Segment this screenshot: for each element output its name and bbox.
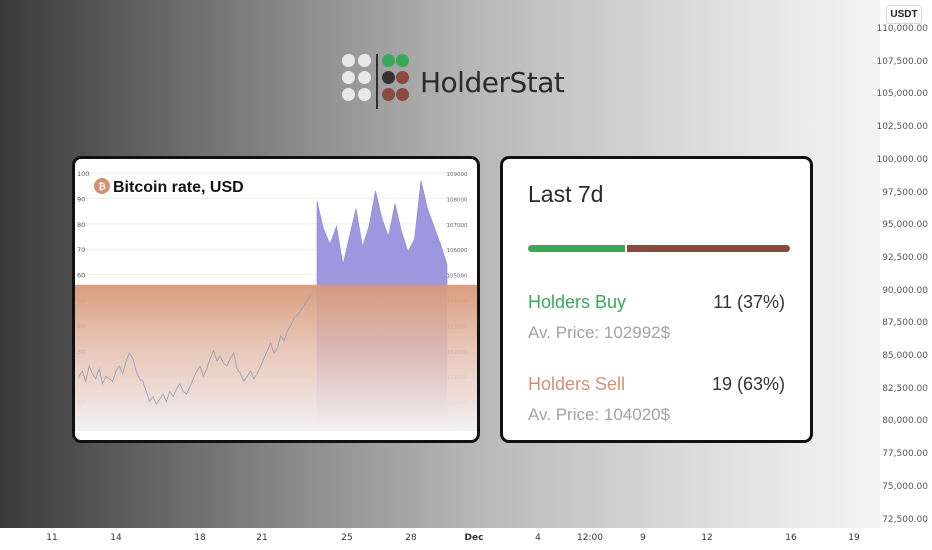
price-axis[interactable]: 110,000.00 107,500.00 105,000.00 102,500.00… [876, 0, 932, 528]
price-tick-label: 90,000.00 [882, 285, 928, 296]
time-tick-label: 4 [535, 533, 541, 543]
logo-text: HolderStat [420, 66, 565, 99]
holder-index-line [78, 294, 312, 406]
price-tick-label: 100,000.00 [876, 154, 928, 165]
buy-sell-ratio-bar [528, 245, 790, 252]
time-tick-label: 21 [256, 533, 268, 543]
price-tick-label: 95,000.00 [882, 220, 928, 231]
price-tick-label: 105,000.00 [876, 89, 928, 100]
price-tick-label: 82,500.00 [882, 383, 928, 394]
time-tick-label: 19 [848, 533, 860, 543]
time-tick-label: 12 [701, 533, 713, 543]
logo-dot [342, 71, 355, 84]
price-tick-label: 87,500.00 [882, 318, 928, 329]
time-tick-label: 12:00 [577, 533, 603, 543]
holderstat-logo: HolderStat [342, 54, 565, 110]
logo-dot [396, 88, 409, 101]
time-tick-label: 14 [110, 533, 122, 543]
holders-buy-avg-price: Av. Price: 102992$ [528, 323, 671, 342]
left-axis-tick-label: 80 [77, 221, 85, 229]
logo-dot [342, 88, 355, 101]
time-tick-label: 11 [46, 533, 58, 543]
price-tick-label: 102,500.00 [876, 122, 928, 133]
price-band-overlay [75, 284, 477, 431]
price-tick-label: 110,000.00 [876, 24, 928, 34]
logo-dot [358, 88, 371, 101]
right-axis-tick-label: 107000 [447, 223, 468, 229]
time-tick-label: 18 [194, 533, 206, 543]
right-axis-tick-label: 108000 [447, 197, 468, 203]
left-axis-tick-label: 60 [77, 272, 85, 280]
time-tick-label: 9 [640, 533, 646, 543]
right-axis-tick-label: 105000 [447, 274, 468, 280]
logo-dot [382, 71, 395, 84]
left-axis-tick-label: 100 [77, 170, 89, 178]
logo-dot [342, 54, 355, 67]
time-tick-label: 28 [405, 533, 417, 543]
holders-buy-label: Holders Buy [528, 292, 627, 312]
logo-dot [396, 71, 409, 84]
price-tick-label: 107,500.00 [876, 56, 928, 67]
holders-sell-value: 19 (63%) [711, 374, 785, 394]
logo-dot [358, 54, 371, 67]
logo-dot [396, 54, 409, 67]
period-label: Last 7d [528, 181, 604, 207]
price-tick-label: 92,500.00 [882, 252, 928, 263]
right-axis-tick-label: 106000 [447, 248, 468, 254]
bitcoin-chart: 1009080706050403020100109000108000107000… [75, 170, 477, 432]
chart-title: Bitcoin rate, USD [113, 179, 244, 196]
price-tick-label: 77,500.00 [882, 449, 928, 460]
time-axis[interactable]: 11 14 18 21 25 28 Dec 4 12:00 9 12 16 19 [0, 528, 932, 550]
sell-share-bar [626, 245, 790, 252]
price-tick-label: 72,500.00 [882, 514, 928, 525]
price-tick-label: 85,000.00 [882, 351, 928, 361]
holder-stats-card: Last 7d Holders Buy 11 (37%) Av. Price: … [500, 156, 813, 443]
price-tick-label: 97,500.00 [882, 187, 928, 198]
bitcoin-chart-card: 1009080706050403020100109000108000107000… [72, 156, 480, 443]
holders-buy-value: 11 (37%) [713, 292, 785, 312]
price-tick-label: 75,000.00 [882, 481, 928, 492]
currency-badge[interactable]: USDT [886, 5, 922, 24]
left-axis-tick-label: 70 [77, 246, 85, 254]
logo-divider [376, 54, 378, 109]
price-tick-label: 80,000.00 [882, 416, 928, 427]
bitcoin-icon [94, 178, 110, 194]
holders-sell-avg-price: Av. Price: 104020$ [528, 405, 671, 424]
bitcoin-symbol: ₿ [98, 182, 105, 193]
logo-dot [358, 71, 371, 84]
logo-dot [382, 54, 395, 67]
logo-dot [382, 88, 395, 101]
buy-share-bar [528, 245, 625, 252]
right-axis-tick-label: 109000 [447, 172, 468, 178]
time-tick-label: 25 [341, 533, 353, 543]
holders-sell-label: Holders Sell [528, 374, 626, 394]
time-tick-label: 16 [785, 533, 797, 543]
time-tick-label: Dec [464, 533, 484, 543]
left-axis-tick-label: 90 [77, 195, 85, 203]
